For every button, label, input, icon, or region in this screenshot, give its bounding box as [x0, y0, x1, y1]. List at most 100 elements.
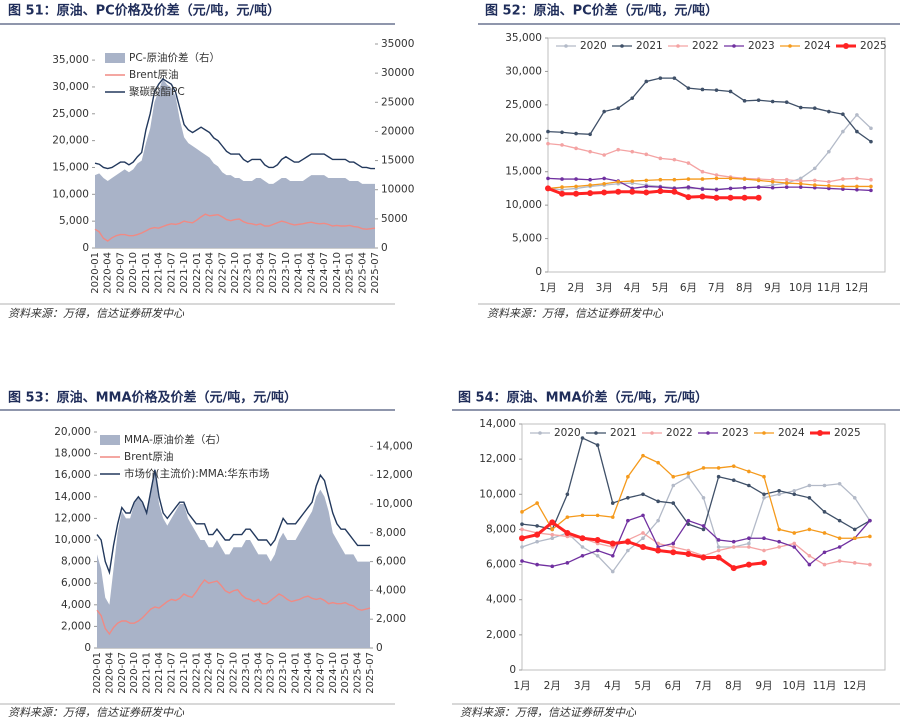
point: [761, 559, 767, 566]
point: [560, 143, 564, 147]
point: [756, 185, 761, 189]
y-tick-label: 4,000: [61, 599, 91, 611]
point: [716, 538, 721, 542]
point: [519, 535, 525, 542]
point: [701, 524, 706, 528]
y2-tick-label: 14,000: [376, 440, 413, 452]
y2-tick-label: 6,000: [376, 556, 406, 568]
point: [741, 194, 748, 201]
x-tick-label: 2025-04: [357, 252, 368, 294]
y-tick-label: 0: [535, 266, 542, 278]
x-tick-label: 2020-07: [115, 252, 126, 294]
point: [852, 536, 857, 541]
point: [716, 474, 721, 479]
point: [595, 548, 600, 553]
point: [855, 113, 859, 117]
point: [658, 177, 663, 182]
x-tick-label: 2020-07: [117, 652, 128, 694]
point: [855, 187, 859, 192]
point: [626, 548, 630, 553]
point: [686, 474, 691, 479]
y2-tick-label: 20000: [381, 125, 414, 137]
x-tick-label: 6月: [665, 680, 682, 692]
point: [630, 179, 635, 183]
point: [762, 474, 766, 479]
point: [770, 183, 775, 187]
legend-marker: [538, 431, 542, 435]
series-line: [96, 578, 371, 636]
x-tick-label: 2022-01: [192, 252, 203, 294]
point: [616, 147, 621, 152]
x-tick-label: 2024-04: [303, 652, 314, 694]
x-tick-label: 9月: [764, 282, 781, 294]
legend-label: 2025: [834, 427, 861, 439]
point: [535, 539, 539, 544]
point: [550, 564, 555, 569]
legend-label: MMA-原油价差（右）: [124, 433, 226, 446]
y-tick-label: 5,000: [59, 215, 89, 227]
point: [714, 173, 719, 177]
point: [574, 177, 578, 181]
point: [731, 545, 736, 549]
x-tick-label: 2024-01: [291, 652, 302, 694]
series-line: [547, 142, 872, 183]
point: [546, 129, 550, 134]
y-tick-label: 15,000: [52, 161, 89, 173]
point: [672, 157, 677, 162]
point: [841, 184, 845, 189]
legend-marker: [732, 44, 736, 48]
point: [610, 515, 615, 519]
point: [671, 483, 676, 488]
point: [777, 492, 781, 497]
y-tick-label: 14,000: [54, 491, 91, 503]
point: [641, 513, 645, 518]
point: [656, 518, 660, 523]
y-tick-label: 15,000: [505, 166, 542, 178]
y-tick-label: 0: [82, 242, 89, 254]
point: [770, 179, 775, 184]
legend-label: 2023: [722, 427, 749, 439]
y-tick-label: 25,000: [52, 108, 89, 120]
x-tick-label: 2023-07: [268, 252, 279, 294]
y-tick-label: 0: [509, 664, 516, 676]
y2-tick-label: 10,000: [376, 498, 413, 510]
chart-title: 图 54：原油、MMA价差（元/吨，元/吨）: [458, 390, 708, 406]
point: [714, 176, 719, 181]
point: [565, 515, 570, 519]
point: [520, 545, 524, 549]
series-line: [547, 113, 872, 191]
point: [792, 541, 797, 546]
x-tick-label: 2020-10: [128, 252, 139, 294]
x-tick-label: 2021-04: [154, 652, 165, 694]
y-tick-label: 4,000: [486, 594, 516, 606]
y-tick-label: 35,000: [52, 54, 89, 66]
x-tick-label: 11月: [817, 282, 841, 294]
point: [615, 188, 622, 195]
point: [579, 535, 586, 542]
point: [700, 87, 705, 92]
y-tick-label: 0: [84, 642, 91, 654]
point: [716, 466, 721, 470]
point: [777, 539, 781, 544]
point: [580, 436, 585, 440]
point: [656, 499, 660, 504]
point: [602, 176, 606, 181]
y-tick-label: 20,000: [54, 426, 91, 438]
point: [686, 185, 691, 189]
x-tick-label: 2024-07: [319, 252, 330, 294]
point: [812, 106, 817, 110]
point: [595, 443, 600, 447]
point: [730, 565, 737, 572]
point: [784, 177, 789, 182]
y-tick-label: 30,000: [52, 81, 89, 93]
point: [602, 109, 606, 114]
x-tick-label: 2024-10: [332, 252, 343, 294]
point: [728, 176, 733, 181]
x-tick-label: 2024-07: [315, 652, 326, 694]
point: [602, 181, 606, 186]
point: [686, 161, 691, 165]
series-line: [521, 437, 871, 531]
source-note: 资料来源：万得，信达证券研发中心: [487, 307, 664, 320]
point: [855, 184, 859, 189]
